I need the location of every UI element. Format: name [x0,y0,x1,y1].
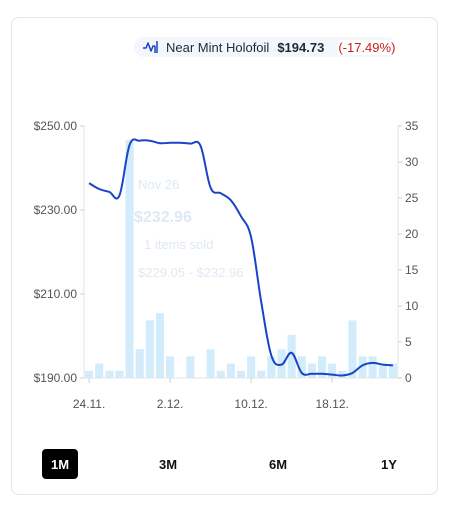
volume-bar [226,363,235,378]
volume-bar [166,356,175,378]
volume-bar [186,356,195,378]
volume-bar [105,370,114,378]
legend-series-name: Near Mint Holofoil [166,39,270,55]
y-right-tick-label: 35 [405,119,419,133]
ghost-date: Nov 26 [138,177,179,192]
price-chart[interactable]: Nov 26 $232.96 1 items sold $229.05 - $2… [0,0,451,440]
volume-bar [368,356,377,378]
volume-bar [267,356,276,378]
y-left-tick-label: $250.00 [34,119,78,133]
volume-bar [388,363,397,378]
volume-bar [95,363,104,378]
y-right-tick-label: 20 [405,227,419,241]
y-left-tick-label: $190.00 [34,371,78,385]
volume-bar [318,356,327,378]
volume-bar [145,320,154,378]
volume-bar [85,370,94,378]
range-selector: 1M 3M 6M 1Y [42,449,422,479]
volume-bar [348,320,357,378]
volume-bar [236,370,245,378]
y-right-tick-label: 5 [405,335,412,349]
volume-bar [155,313,164,378]
ghost-tooltip: Nov 26 $232.96 1 items sold $229.05 - $2… [134,177,244,280]
volume-bars [85,140,397,378]
chart-axes: $190.00 $210.00 $230.00 $250.00 0 5 10 15 20 25 30… [34,119,419,411]
ghost-range: $229.05 - $232.96 [138,265,244,280]
range-button-3m[interactable]: 3M [158,456,178,472]
x-tick-label: 2.12. [157,397,184,411]
ghost-sold: 1 items sold [144,237,213,252]
x-tick-label: 10.12. [234,397,267,411]
price-legend: Near Mint Holofoil $194.73 (-17.49%) [134,37,398,57]
range-button-6m[interactable]: 6M [268,456,288,472]
volume-bar [287,334,296,378]
volume-bar [125,140,134,378]
volume-bar [247,356,256,378]
y-right-tick-label: 0 [405,371,412,385]
price-line [88,138,394,377]
volume-bar [257,370,266,378]
volume-bar [115,370,124,378]
legend-price: $194.73 [277,39,325,55]
range-button-1y[interactable]: 1Y [381,456,397,472]
volume-bar [338,370,347,378]
price-line-group [88,138,394,377]
x-tick-label: 24.11. [73,397,105,411]
y-left-tick-label: $230.00 [34,203,78,217]
y-right-tick-label: 15 [405,263,419,277]
volume-bar [358,356,367,378]
ghost-price: $232.96 [134,209,192,226]
volume-bar [378,363,387,378]
volume-bar [307,363,316,378]
y-left-tick-label: $210.00 [34,287,78,301]
volume-bar [216,370,225,378]
x-tick-label: 18.12. [316,397,349,411]
y-right-tick-label: 25 [405,191,419,205]
chart-card [11,17,438,495]
volume-bar [297,356,306,378]
volume-bar [135,349,144,378]
line-chart-icon [143,41,158,53]
legend-change: (-17.49%) [338,39,398,55]
volume-bar [328,363,337,378]
y-right-tick-label: 10 [405,299,419,313]
volume-bar [206,349,215,378]
range-button-1m[interactable]: 1M [42,449,78,479]
y-right-tick-label: 30 [405,155,419,169]
